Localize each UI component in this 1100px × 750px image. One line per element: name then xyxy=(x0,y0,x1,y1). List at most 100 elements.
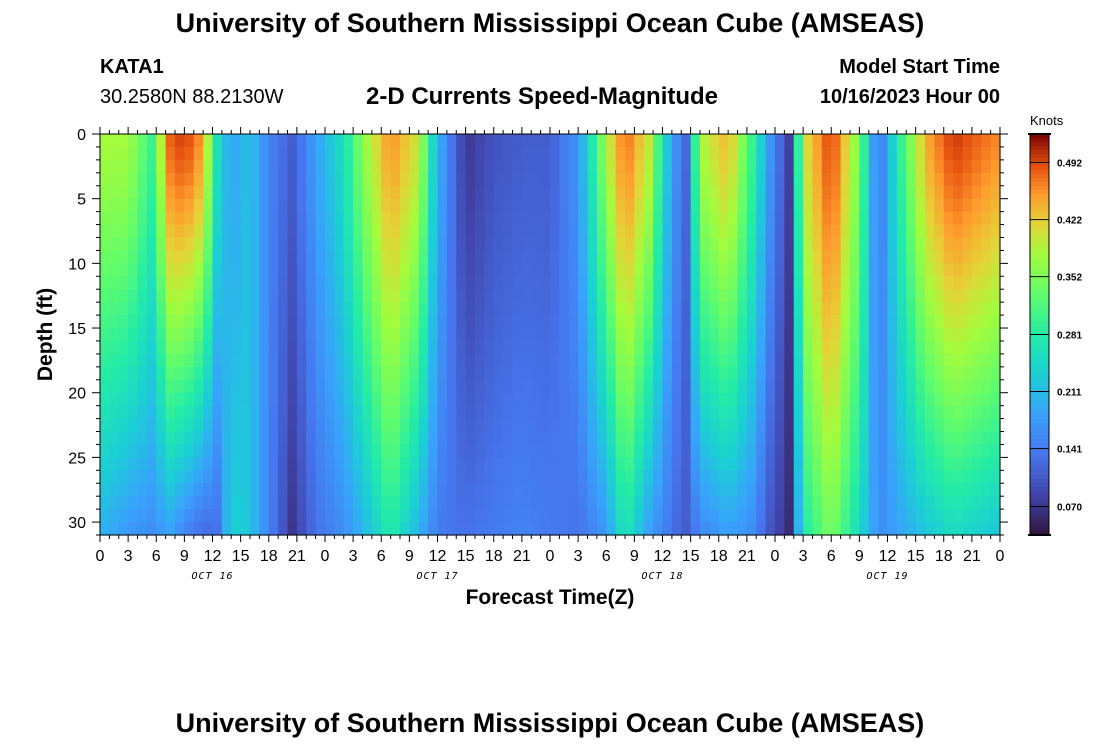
heatmap-cell xyxy=(259,198,270,213)
heatmap-cell xyxy=(512,379,523,394)
heatmap-cell xyxy=(953,431,964,446)
heatmap-cell xyxy=(109,353,120,368)
heatmap-cell xyxy=(934,185,945,200)
heatmap-cell xyxy=(718,431,729,446)
heatmap-cell xyxy=(925,509,935,523)
heatmap-cell xyxy=(943,496,954,510)
heatmap-cell xyxy=(203,392,214,407)
heatmap-cell xyxy=(221,405,232,420)
heatmap-cell xyxy=(906,509,917,523)
heatmap-cell xyxy=(578,224,589,239)
colorbar-segment xyxy=(1030,418,1049,424)
heatmap-cell xyxy=(662,392,673,407)
heatmap-cell xyxy=(756,353,767,368)
heatmap-cell xyxy=(240,431,251,446)
heatmap-cell xyxy=(925,134,935,148)
heatmap-cell xyxy=(690,340,701,355)
heatmap-cell xyxy=(175,134,185,148)
heatmap-cell xyxy=(118,250,129,264)
heatmap-cell xyxy=(634,328,645,342)
heatmap-cell xyxy=(118,496,129,510)
heatmap-cell xyxy=(643,198,654,213)
heatmap-cell xyxy=(550,198,560,213)
heatmap-cell xyxy=(737,328,748,342)
heatmap-cell xyxy=(465,134,476,148)
heatmap-cell xyxy=(681,340,692,355)
day-label: OCT 18 xyxy=(641,571,683,582)
x-tick-label: 12 xyxy=(879,548,897,565)
y-tick-label: 0 xyxy=(77,127,86,144)
heatmap-cell xyxy=(278,289,289,303)
heatmap-cell xyxy=(390,353,401,368)
heatmap-cell xyxy=(756,509,767,523)
heatmap-cell xyxy=(615,250,626,264)
colorbar-tick-label: 0.281 xyxy=(1057,331,1082,342)
heatmap-cell xyxy=(381,250,392,264)
heatmap-cell xyxy=(559,224,570,239)
heatmap-cell xyxy=(409,431,420,446)
heatmap-cell xyxy=(934,263,945,277)
heatmap-cell xyxy=(728,263,739,277)
heatmap-cell xyxy=(803,431,814,446)
heatmap-cell xyxy=(353,224,364,239)
heatmap-cell xyxy=(315,185,326,200)
heatmap-cell xyxy=(765,198,776,213)
heatmap-cell xyxy=(568,211,579,226)
heatmap-cell xyxy=(446,353,457,368)
heatmap-cell xyxy=(418,522,429,536)
heatmap-cell xyxy=(381,302,392,316)
heatmap-cell xyxy=(831,172,842,187)
heatmap-cell xyxy=(746,457,757,471)
heatmap-cell xyxy=(521,315,532,329)
heatmap-cell xyxy=(578,315,589,329)
heatmap-cell xyxy=(362,263,373,277)
heatmap-cell xyxy=(278,237,289,252)
heatmap-cell xyxy=(850,276,860,290)
heatmap-cell xyxy=(831,379,842,394)
heatmap-cell xyxy=(821,250,832,264)
heatmap-cell xyxy=(896,328,907,342)
heatmap-cell xyxy=(990,250,1001,264)
heatmap-cell xyxy=(765,250,776,264)
heatmap-cell xyxy=(990,522,1001,536)
heatmap-cell xyxy=(231,276,242,290)
heatmap-cell xyxy=(953,185,964,200)
heatmap-cell xyxy=(184,315,195,329)
heatmap-cell xyxy=(615,470,626,484)
heatmap-cell xyxy=(840,263,851,277)
heatmap-cell xyxy=(362,302,373,316)
heatmap-cell xyxy=(803,172,814,187)
heatmap-cell xyxy=(400,224,410,239)
heatmap-cell xyxy=(634,302,645,316)
heatmap-cell xyxy=(184,457,195,471)
heatmap-cell xyxy=(559,496,570,510)
heatmap-cell xyxy=(934,431,945,446)
heatmap-cell xyxy=(240,328,251,342)
heatmap-cell xyxy=(381,496,392,510)
heatmap-cell xyxy=(484,198,495,213)
heatmap-cell xyxy=(371,250,382,264)
heatmap-cell xyxy=(221,444,232,458)
heatmap-cell xyxy=(259,418,270,433)
y-tick-label: 5 xyxy=(77,192,86,209)
heatmap-cell xyxy=(615,457,626,471)
heatmap-cell xyxy=(371,444,382,458)
heatmap-cell xyxy=(690,172,701,187)
heatmap-cell xyxy=(221,457,232,471)
heatmap-cell xyxy=(915,250,926,264)
heatmap-cell xyxy=(784,172,795,187)
heatmap-cell xyxy=(690,470,701,484)
heatmap-cell xyxy=(362,250,373,264)
heatmap-cell xyxy=(362,134,373,148)
heatmap-cell xyxy=(859,237,870,252)
heatmap-cell xyxy=(784,211,795,226)
heatmap-cell xyxy=(381,224,392,239)
heatmap-cell xyxy=(128,263,139,277)
heatmap-cell xyxy=(737,470,748,484)
heatmap-cell xyxy=(653,250,664,264)
heatmap-cell xyxy=(671,289,682,303)
heatmap-cell xyxy=(878,159,889,174)
heatmap-cell xyxy=(306,418,317,433)
x-tick-label: 18 xyxy=(260,548,278,565)
heatmap-cell xyxy=(221,483,232,497)
